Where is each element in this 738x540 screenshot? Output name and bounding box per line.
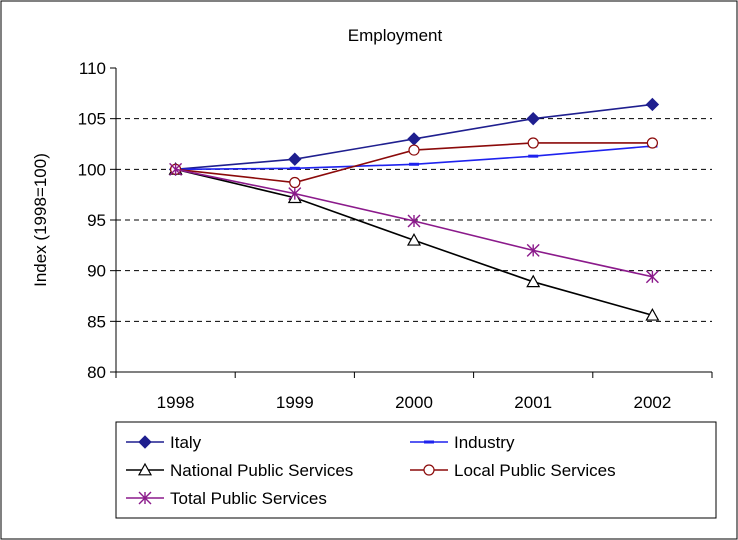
chart-title: Employment (348, 26, 443, 45)
x-tick-label-2002: 2002 (633, 393, 671, 412)
y-tick-label-80: 80 (87, 363, 106, 382)
series-0-point-4 (645, 97, 660, 112)
series-3-point-1 (289, 176, 301, 189)
series-2-point-4 (645, 308, 660, 321)
x-tick-label-2000: 2000 (395, 393, 433, 412)
y-tick-label-100: 100 (78, 160, 106, 179)
legend-label-4: Total Public Services (170, 489, 327, 508)
series-3-point-2 (408, 144, 420, 156)
series-4-point-4 (645, 270, 659, 284)
legend-item-4: Total Public Services (126, 489, 327, 508)
series-3-point-3 (527, 137, 539, 149)
series-2-point-3 (526, 274, 541, 288)
y-axis-label: Index (1998=100) (31, 153, 50, 287)
legend-item-2: National Public Services (126, 461, 353, 480)
plot-area: 80 85 90 95 100 105 110 1998 1999 2000 2001 2002 (78, 59, 713, 412)
x-tick-label-2001: 2001 (514, 393, 552, 412)
y-tick-label-110: 110 (79, 59, 106, 78)
series-4-point-0 (169, 162, 183, 176)
legend-item-0: Italy (126, 433, 202, 452)
legend-item-3: Local Public Services (410, 461, 616, 480)
series-0-point-3 (526, 111, 540, 126)
legend-label-3: Local Public Services (454, 461, 616, 480)
series-2-point-2 (406, 233, 422, 246)
legend: Italy Industry National Public Services Loc… (126, 433, 616, 508)
legend-label-0: Italy (170, 433, 202, 452)
series-4-point-3 (526, 243, 540, 257)
y-tick-label-105: 105 (78, 110, 106, 129)
x-tick-label-1999: 1999 (276, 393, 314, 412)
legend-item-1: Industry (410, 433, 515, 452)
series-0-point-1 (288, 152, 302, 166)
legend-label-1: Industry (454, 433, 515, 452)
legend-label-2: National Public Services (170, 461, 353, 480)
y-tick-label-95: 95 (87, 211, 106, 230)
legend-swatch-marker-4 (138, 491, 152, 505)
legend-swatch-marker-2 (137, 462, 153, 476)
series-3-point-4 (646, 137, 659, 149)
legend-swatch-marker-3 (423, 464, 435, 476)
y-tick-label-90: 90 (87, 262, 106, 281)
y-tick-label-85: 85 (87, 312, 106, 331)
series-4-point-2 (407, 214, 421, 228)
series-4-point-1 (288, 187, 302, 201)
x-tick-label-1998: 1998 (157, 393, 195, 412)
legend-swatch-marker-0 (138, 435, 152, 449)
